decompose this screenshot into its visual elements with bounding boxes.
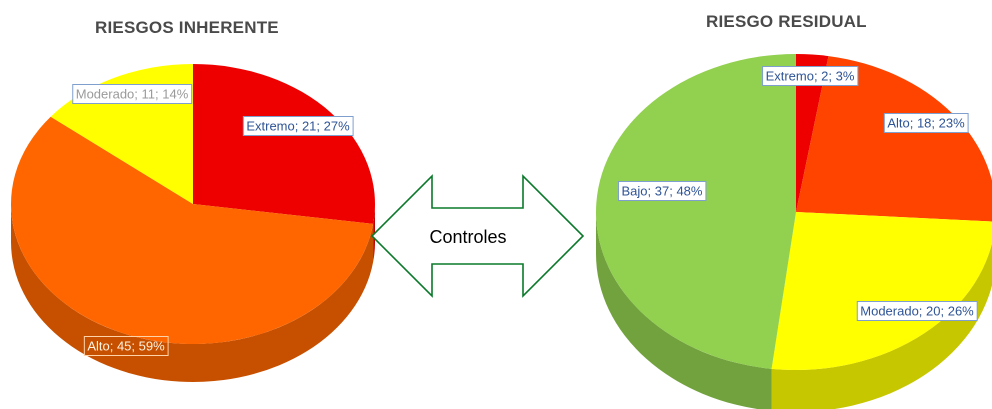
- controles-arrow: Controles: [370, 174, 585, 298]
- slice-extremo: [796, 54, 829, 212]
- data-label-text: Moderado; 20; 26%: [860, 304, 974, 319]
- data-label-box: [242, 116, 354, 136]
- data-label-extremo: Extremo; 21; 27%: [242, 116, 354, 136]
- data-label-text: Moderado; 11; 14%: [76, 87, 189, 102]
- data-label-extremo: Extremo; 2; 3%: [762, 66, 859, 86]
- slice-side-moderado: [771, 243, 992, 409]
- data-label-box: [856, 301, 978, 321]
- double-arrow-icon: [370, 174, 585, 298]
- slice-moderado: [771, 212, 992, 370]
- slice-side-alto: [11, 204, 374, 383]
- pie-chart-residual: Extremo; 2; 3% Alto; 18; 23% Moderado; 20;…: [595, 54, 992, 409]
- data-label-alto: Alto; 18; 23%: [883, 113, 969, 133]
- data-label-text: Extremo; 21; 27%: [246, 119, 350, 134]
- data-label-moderado: Moderado; 20; 26%: [856, 301, 978, 321]
- data-label-box: [83, 336, 169, 356]
- data-label-box: [618, 181, 707, 201]
- chart-title-residual: RIESGO RESIDUAL: [706, 12, 867, 31]
- data-label-box: [762, 66, 859, 86]
- data-label-text: Alto; 18; 23%: [887, 116, 965, 131]
- slice-alto: [796, 56, 992, 222]
- slice-alto: [10, 116, 374, 344]
- data-label-text: Extremo; 2; 3%: [766, 69, 855, 84]
- slice-side-bajo: [596, 212, 772, 409]
- data-label-box: [72, 84, 193, 104]
- data-label-moderado: Moderado; 11; 14%: [72, 84, 193, 104]
- arrow-label: Controles: [429, 227, 506, 247]
- data-label-bajo: Bajo; 37; 48%: [618, 181, 707, 201]
- slice-extremo: [193, 64, 375, 224]
- data-label-box: [883, 113, 969, 133]
- data-label-alto: Alto; 45; 59%: [83, 336, 169, 356]
- data-label-text: Alto; 45; 59%: [87, 339, 165, 354]
- slice-bajo: [595, 54, 796, 369]
- chart-title-inherente: RIESGOS INHERENTE: [95, 18, 279, 37]
- data-label-text: Bajo; 37; 48%: [622, 184, 703, 199]
- pie-chart-inherente: Extremo; 21; 27% Alto; 45; 59% Moderado; 1…: [10, 63, 375, 383]
